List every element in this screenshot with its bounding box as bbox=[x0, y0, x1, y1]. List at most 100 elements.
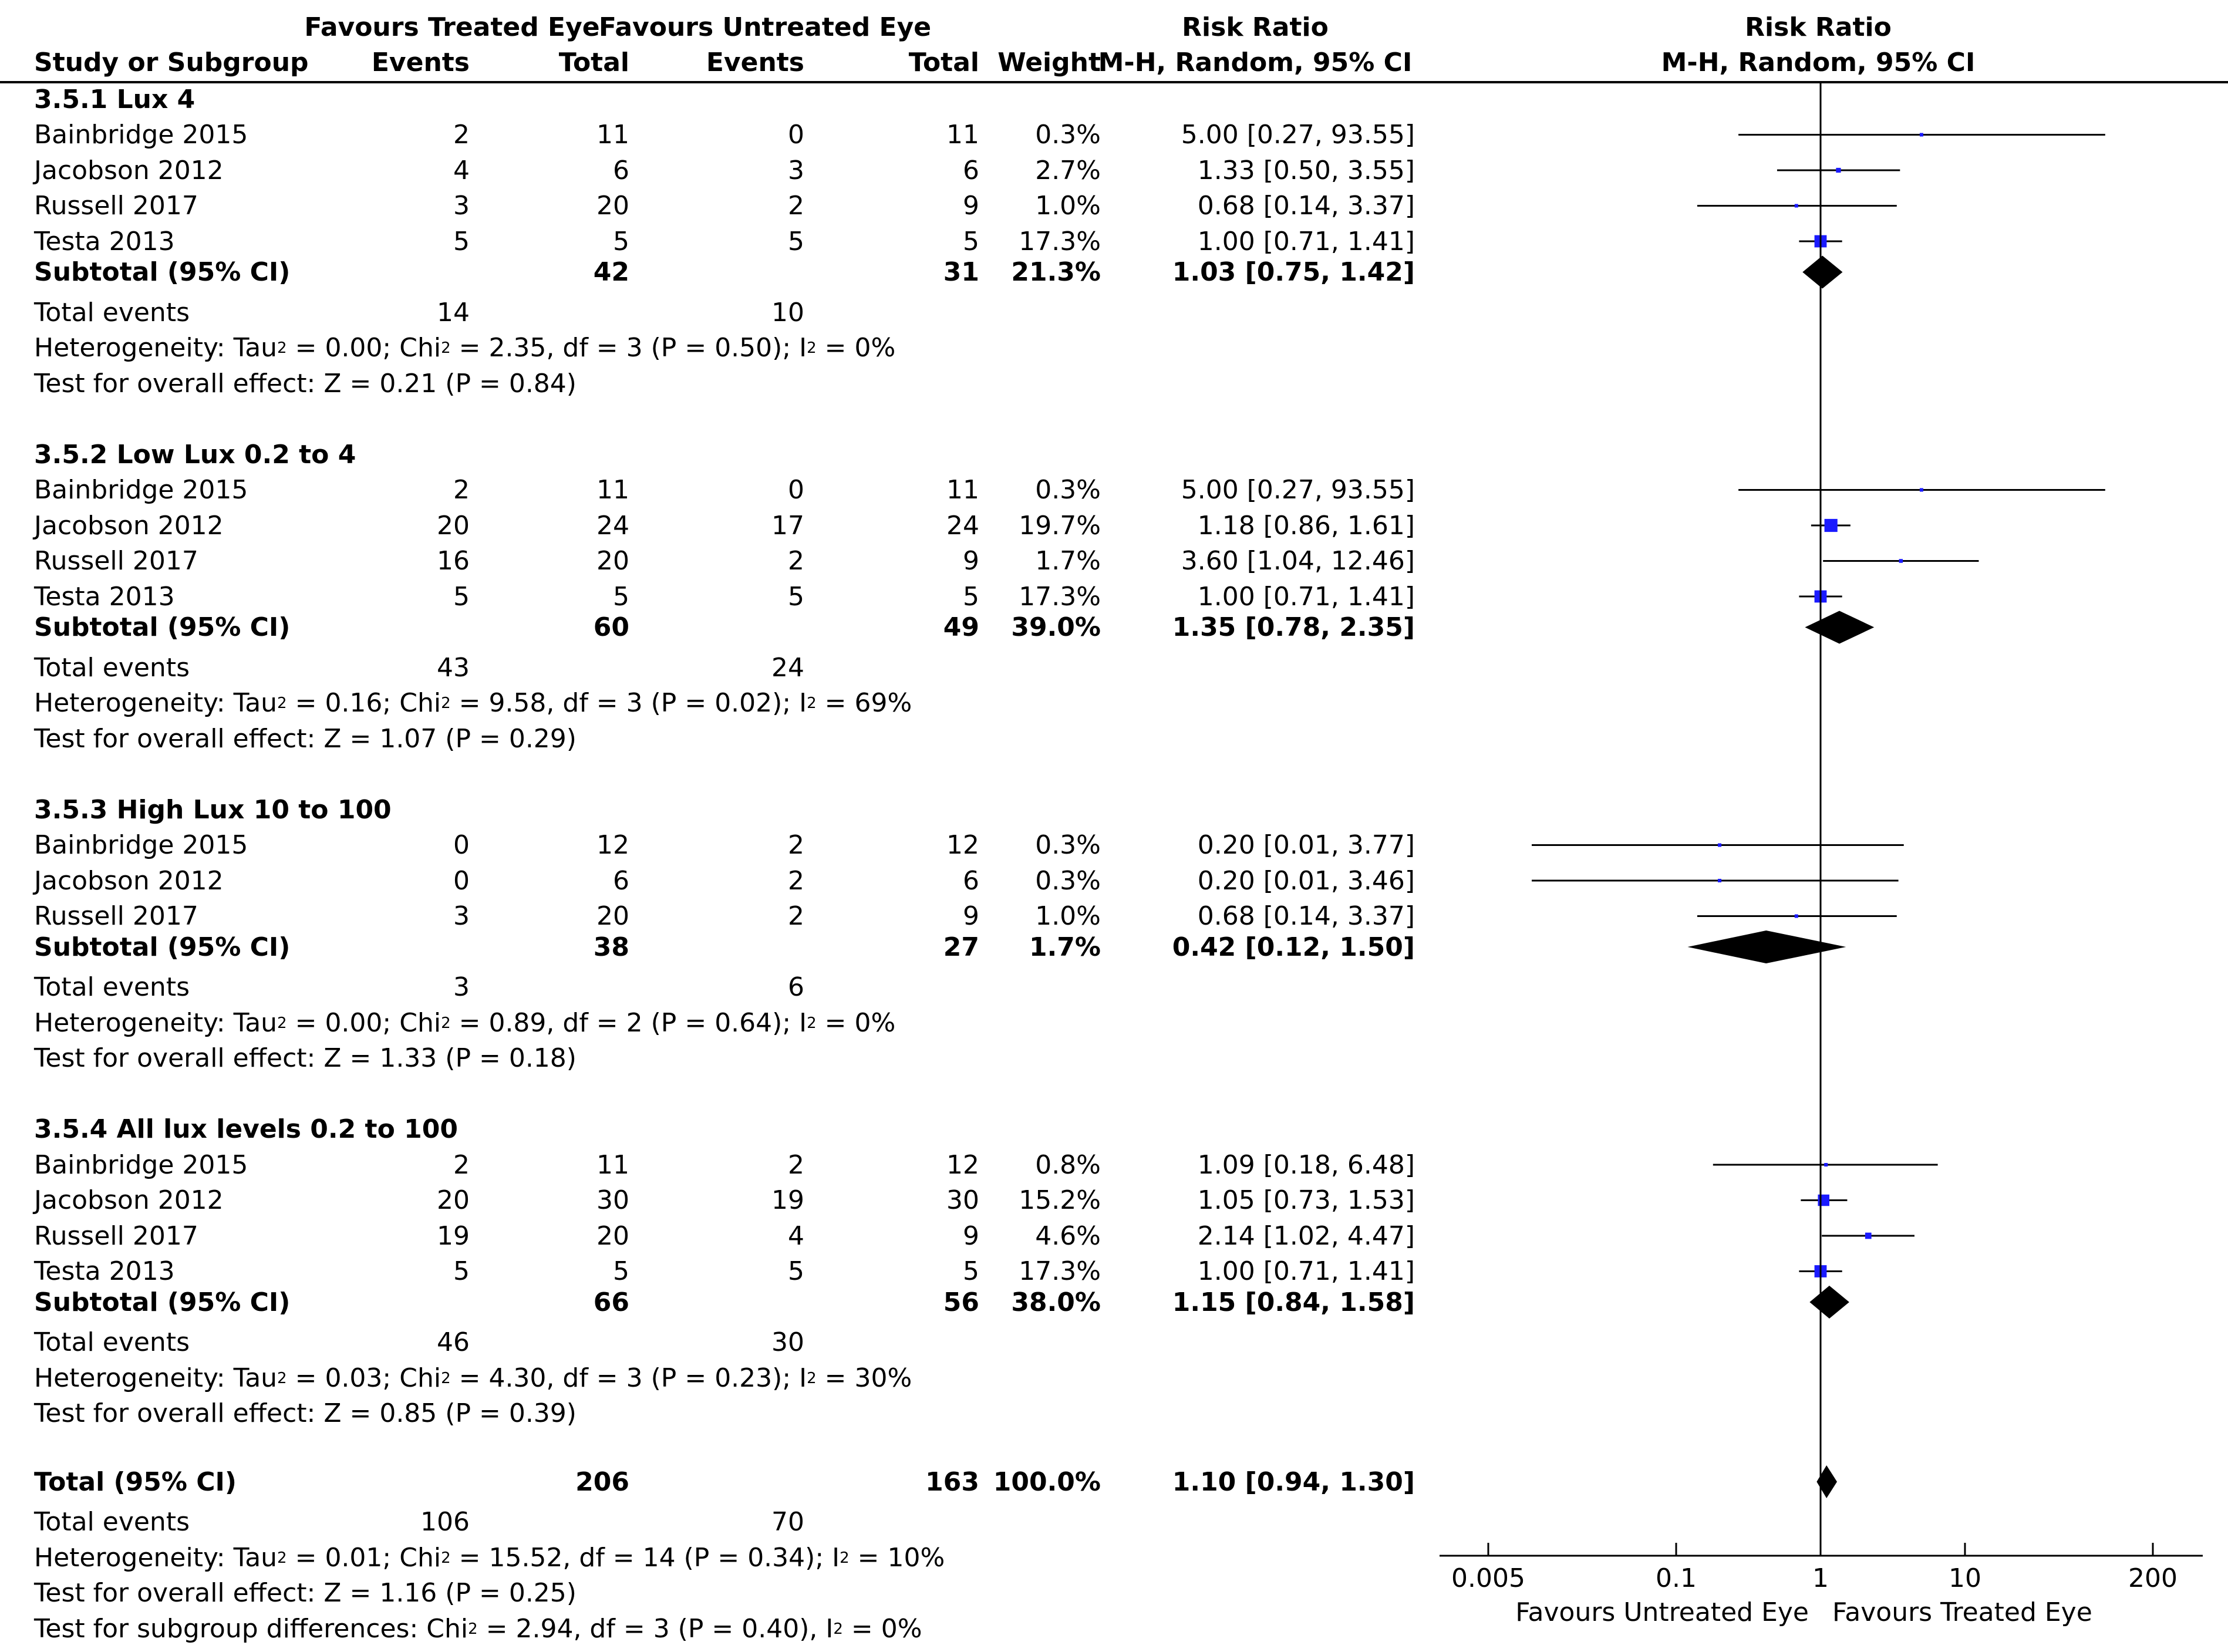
study-name: Jacobson 2012 bbox=[34, 1185, 224, 1216]
plot-method-header: M-H, Random, 95% CI bbox=[1661, 47, 1976, 77]
total-weight: 100.0% bbox=[993, 1466, 1101, 1497]
subtotal-diamond bbox=[1805, 611, 1875, 644]
subgroup-title: 3.5.1 Lux 4 bbox=[34, 84, 196, 114]
treated-events-cell: 2 bbox=[453, 120, 470, 150]
subtotal-untreated-total: 31 bbox=[943, 257, 979, 288]
study-point-estimate bbox=[1919, 133, 1923, 137]
subtotal-treated-total: 66 bbox=[593, 1287, 629, 1317]
subgroup-title: 3.5.2 Low Lux 0.2 to 4 bbox=[34, 439, 356, 470]
study-name: Bainbridge 2015 bbox=[34, 120, 248, 150]
treated-events-cell: 5 bbox=[453, 1256, 470, 1287]
overall-effect-text: Test for overall effect: Z = 1.33 (P = 0… bbox=[34, 1043, 577, 1074]
study-name: Testa 2013 bbox=[34, 581, 175, 612]
weight-cell: 1.0% bbox=[1035, 191, 1101, 221]
study-point-estimate bbox=[1794, 914, 1798, 918]
weight-cell: 17.3% bbox=[1019, 581, 1101, 612]
weight-cell: 15.2% bbox=[1019, 1185, 1101, 1216]
weight-cell: 0.3% bbox=[1035, 120, 1101, 150]
subtotal-risk-ratio-ci: 0.42 [0.12, 1.50] bbox=[1172, 932, 1415, 962]
study-point-estimate bbox=[1899, 559, 1903, 563]
weight-cell: 4.6% bbox=[1035, 1221, 1101, 1251]
overall-effect-text: Test for overall effect: Z = 0.21 (P = 0… bbox=[34, 368, 577, 399]
study-name: Russell 2017 bbox=[34, 191, 198, 221]
treated-total-cell: 5 bbox=[613, 1256, 629, 1287]
heterogeneity-text: Heterogeneity: Tau2 = 0.00; Chi2 = 0.89,… bbox=[34, 1007, 896, 1038]
study-point-estimate bbox=[1718, 879, 1722, 882]
weight-cell: 17.3% bbox=[1019, 226, 1101, 257]
untreated-events-cell: 3 bbox=[788, 155, 804, 186]
untreated-total-cell: 24 bbox=[946, 510, 979, 541]
study-name: Russell 2017 bbox=[34, 546, 198, 576]
total-events-label: Total events bbox=[34, 652, 190, 683]
untreated-total-header: Total bbox=[908, 47, 979, 77]
subtotal-untreated-total: 49 bbox=[943, 612, 979, 643]
total-events-untreated: 6 bbox=[788, 972, 804, 1003]
untreated-total-cell: 9 bbox=[963, 546, 979, 576]
treated-events-cell: 2 bbox=[453, 475, 470, 505]
treated-events-cell: 0 bbox=[453, 865, 470, 896]
weight-cell: 0.3% bbox=[1035, 865, 1101, 896]
treated-events-cell: 20 bbox=[437, 510, 470, 541]
overall-heterogeneity-text: Heterogeneity: Tau2 = 0.01; Chi2 = 15.52… bbox=[34, 1542, 945, 1573]
treated-total-cell: 20 bbox=[596, 546, 629, 576]
total-events-label: Total events bbox=[34, 297, 190, 328]
untreated-group-header: Favours Untreated Eye bbox=[598, 12, 932, 42]
treated-total-cell: 6 bbox=[613, 865, 629, 896]
total-events-treated: 14 bbox=[437, 297, 470, 328]
subtotal-risk-ratio-ci: 1.03 [0.75, 1.42] bbox=[1172, 257, 1415, 288]
subtotal-treated-total: 60 bbox=[593, 612, 629, 643]
untreated-events-cell: 2 bbox=[788, 191, 804, 221]
untreated-total-cell: 5 bbox=[963, 226, 979, 257]
untreated-events-cell: 5 bbox=[788, 226, 804, 257]
untreated-events-header: Events bbox=[706, 47, 804, 77]
weight-cell: 2.7% bbox=[1035, 155, 1101, 186]
untreated-total-cell: 30 bbox=[946, 1185, 979, 1216]
treated-events-cell: 0 bbox=[453, 830, 470, 861]
x-axis-tick-label: 1 bbox=[1812, 1563, 1829, 1593]
study-name: Bainbridge 2015 bbox=[34, 1149, 248, 1180]
untreated-total-cell: 12 bbox=[946, 830, 979, 861]
treated-total-cell: 24 bbox=[596, 510, 629, 541]
subtotal-untreated-total: 27 bbox=[943, 932, 979, 962]
x-axis-tick-label: 0.1 bbox=[1656, 1563, 1697, 1593]
heterogeneity-text: Heterogeneity: Tau2 = 0.16; Chi2 = 9.58,… bbox=[34, 688, 912, 719]
subtotal-weight: 39.0% bbox=[1011, 612, 1101, 643]
study-point-estimate bbox=[1794, 204, 1798, 208]
treated-total-cell: 20 bbox=[596, 1221, 629, 1251]
untreated-events-cell: 2 bbox=[788, 830, 804, 861]
study-point-estimate bbox=[1836, 167, 1841, 173]
treated-total-cell: 20 bbox=[596, 191, 629, 221]
treated-total-cell: 12 bbox=[596, 830, 629, 861]
subtotal-weight: 21.3% bbox=[1011, 257, 1101, 288]
total-events-treated: 46 bbox=[437, 1327, 470, 1358]
subtotal-label: Subtotal (95% CI) bbox=[34, 1287, 291, 1317]
subtotal-risk-ratio-ci: 1.15 [0.84, 1.58] bbox=[1172, 1287, 1415, 1317]
study-point-estimate bbox=[1865, 1232, 1872, 1239]
weight-cell: 1.0% bbox=[1035, 901, 1101, 932]
overall-total-diamond bbox=[1816, 1465, 1838, 1498]
risk-ratio-ci-cell: 1.18 [0.86, 1.61] bbox=[1197, 510, 1415, 541]
untreated-events-cell: 0 bbox=[788, 475, 804, 505]
untreated-events-cell: 19 bbox=[771, 1185, 804, 1216]
total-untreated-total: 163 bbox=[925, 1466, 979, 1497]
subtotal-diamond bbox=[1802, 255, 1843, 289]
total-events-untreated: 24 bbox=[771, 652, 804, 683]
weight-cell: 0.3% bbox=[1035, 830, 1101, 861]
overall-events-untreated: 70 bbox=[771, 1507, 804, 1538]
risk-ratio-ci-cell: 1.00 [0.71, 1.41] bbox=[1197, 581, 1415, 612]
risk-ratio-ci-cell: 1.09 [0.18, 6.48] bbox=[1197, 1149, 1415, 1180]
treated-total-cell: 11 bbox=[596, 120, 629, 150]
treated-events-cell: 5 bbox=[453, 581, 470, 612]
risk-ratio-ci-cell: 0.20 [0.01, 3.77] bbox=[1197, 830, 1415, 861]
subtotal-label: Subtotal (95% CI) bbox=[34, 612, 291, 643]
weight-cell: 1.7% bbox=[1035, 546, 1101, 576]
subtotal-risk-ratio-ci: 1.35 [0.78, 2.35] bbox=[1172, 612, 1415, 643]
treated-total-cell: 5 bbox=[613, 581, 629, 612]
total-events-label: Total events bbox=[34, 972, 190, 1003]
subtotal-treated-total: 38 bbox=[593, 932, 629, 962]
treated-events-cell: 5 bbox=[453, 226, 470, 257]
total-label: Total (95% CI) bbox=[34, 1466, 237, 1497]
risk-ratio-ci-cell: 1.00 [0.71, 1.41] bbox=[1197, 1256, 1415, 1287]
risk-ratio-ci-cell: 1.33 [0.50, 3.55] bbox=[1197, 155, 1415, 186]
